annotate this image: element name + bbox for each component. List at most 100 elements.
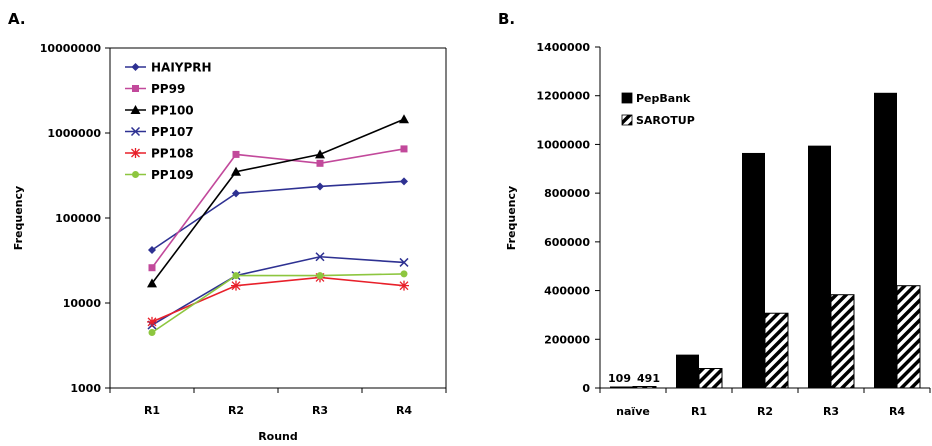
chart-b-y-tick-label: 200000 xyxy=(544,333,590,346)
series-line xyxy=(151,276,405,323)
chart-b-x-tick-label: R4 xyxy=(889,405,905,418)
chart-b-x-ticks: naïve R1 R2 R3 R4 xyxy=(599,388,931,418)
data-point xyxy=(232,272,240,280)
legend-label: SAROTUP xyxy=(636,114,695,127)
legend-label: PP108 xyxy=(151,147,194,161)
data-point xyxy=(148,328,156,336)
bar-data-label: 491 xyxy=(637,372,660,385)
chart-b-y-tick-label: 800000 xyxy=(544,187,590,200)
bar-data-label: 109 xyxy=(608,372,631,385)
series-line xyxy=(151,255,405,326)
data-point xyxy=(316,182,324,191)
data-point xyxy=(400,177,408,186)
legend-entry: PP99 xyxy=(125,82,185,96)
bar-sarotup-1 xyxy=(698,368,723,389)
series-pp99 xyxy=(148,145,408,272)
chart-a-x-tick-label: R3 xyxy=(312,404,328,417)
bar-pepbank-3 xyxy=(808,145,831,388)
data-point xyxy=(148,246,156,255)
chart-b-y-tick-label: 1200000 xyxy=(536,90,590,103)
bar-pepbank-2 xyxy=(742,152,765,388)
data-point xyxy=(315,149,325,159)
data-point xyxy=(316,272,324,280)
legend-marker xyxy=(130,148,141,158)
legend-swatch xyxy=(621,114,633,126)
data-point xyxy=(232,150,240,158)
chart-b-y-axis-title: Frequency xyxy=(505,186,518,250)
chart-b-y-tick-label: 400000 xyxy=(544,285,590,298)
data-point xyxy=(147,316,157,327)
chart-a-x-tick-label: R2 xyxy=(228,404,244,417)
data-point xyxy=(148,264,156,272)
chart-b-y-tick-label: 1400000 xyxy=(536,41,590,54)
data-point xyxy=(400,270,408,278)
chart-a-y-tick-label: 1000000 xyxy=(47,127,101,140)
panel-label-a: A. xyxy=(8,10,26,28)
series-pp108 xyxy=(147,272,409,327)
series-pp107 xyxy=(147,252,409,330)
chart-b-x-tick-label: R1 xyxy=(691,405,707,418)
data-point xyxy=(399,257,409,267)
bar-sarotup-4 xyxy=(896,285,921,389)
chart-b-x-tick-label: R2 xyxy=(757,405,773,418)
legend-label: HAIYPRH xyxy=(151,61,212,75)
chart-b-y-ticks: 0 200000 400000 600000 800000 1000000 1200000 1… xyxy=(536,41,600,395)
legend-label: PP100 xyxy=(151,104,194,118)
legend-label: PP109 xyxy=(151,168,194,182)
chart-a-x-ticks: R1 R2 R3 R4 xyxy=(109,388,447,417)
series-line xyxy=(151,273,405,334)
chart-a-x-axis-title: Round xyxy=(258,430,298,443)
series-pp100 xyxy=(147,114,409,288)
data-point xyxy=(316,159,324,167)
data-point xyxy=(231,280,241,291)
bar-sarotup-2 xyxy=(764,312,789,389)
legend-entry: HAIYPRH xyxy=(125,61,212,75)
chart-b-x-tick-label: naïve xyxy=(616,405,650,418)
legend-label: PP107 xyxy=(151,125,194,139)
chart-b-y-tick-label: 600000 xyxy=(544,236,590,249)
data-point xyxy=(400,145,408,153)
bar-pepbank-1 xyxy=(676,354,699,388)
chart-a-legend: HAIYPRH PP99 PP100 PP107 PP108 PP109 xyxy=(125,61,212,182)
legend-entry: SAROTUP xyxy=(621,114,695,127)
legend-label: PepBank xyxy=(636,92,691,105)
chart-a-series xyxy=(147,114,409,336)
chart-a-y-tick-label: 10000 xyxy=(63,297,102,310)
series-line xyxy=(151,118,405,284)
data-point xyxy=(232,189,240,198)
chart-a-x-tick-label: R1 xyxy=(144,404,160,417)
series-pp109 xyxy=(148,270,408,336)
bar-sarotup-0 xyxy=(632,386,657,389)
chart-b-legend: PepBank SAROTUP xyxy=(621,92,695,127)
panel-label-b: B. xyxy=(498,10,515,28)
data-point xyxy=(315,252,325,262)
legend-swatch xyxy=(621,92,633,104)
data-point xyxy=(231,166,241,176)
series-haiyprh xyxy=(148,177,408,255)
data-point xyxy=(147,278,157,288)
series-line xyxy=(151,180,405,251)
legend-marker xyxy=(132,85,139,92)
chart-b-y-tick-label: 1000000 xyxy=(536,138,590,151)
legend-label: PP99 xyxy=(151,82,185,96)
legend-entry: PP108 xyxy=(125,147,194,161)
legend-marker xyxy=(130,105,141,114)
legend-marker xyxy=(131,63,140,71)
chart-a-y-tick-label: 100000 xyxy=(55,212,101,225)
data-point xyxy=(399,280,409,291)
chart-b-bars: 109 491 xyxy=(608,92,921,389)
chart-a: A. 1000 10000 100000 1000000 10000000 R1 R2 R3… xyxy=(8,10,447,443)
chart-b: B. 0 200000 400000 600000 800000 1000000 12000… xyxy=(498,10,931,418)
chart-b-x-tick-label: R3 xyxy=(823,405,839,418)
legend-marker xyxy=(132,171,139,178)
legend-marker xyxy=(130,126,141,137)
chart-a-x-tick-label: R4 xyxy=(396,404,412,417)
legend-entry: PP109 xyxy=(125,168,194,182)
chart-b-y-tick-label: 0 xyxy=(582,382,590,395)
legend-entry: PepBank xyxy=(621,92,691,105)
series-line xyxy=(151,148,405,269)
chart-a-y-tick-label: 1000 xyxy=(70,382,101,395)
legend-entry: PP107 xyxy=(125,125,194,139)
bar-sarotup-3 xyxy=(830,294,855,389)
